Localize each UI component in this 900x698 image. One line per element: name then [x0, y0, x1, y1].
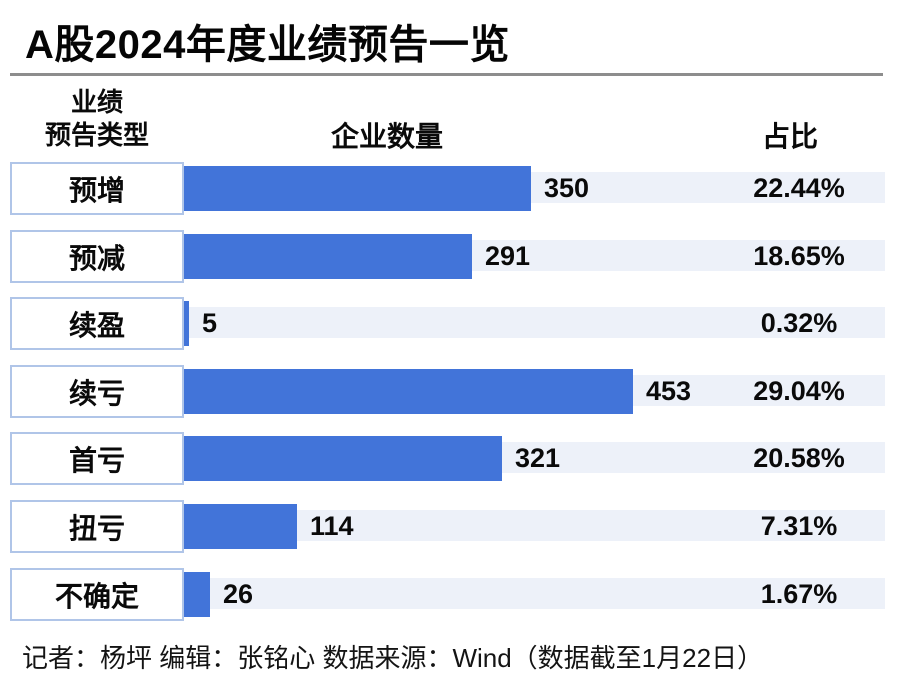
category-box: 预减	[10, 230, 184, 283]
bar-track	[184, 578, 885, 609]
table-row: 续亏 453 29.04%	[0, 365, 900, 419]
category-label: 首亏	[68, 444, 125, 476]
category-box: 续盈	[10, 297, 184, 350]
category-label: 续亏	[68, 377, 125, 409]
table-row: 不确定 26 1.67%	[0, 568, 900, 622]
category-box: 首亏	[10, 432, 184, 485]
bar	[184, 166, 531, 211]
bar	[184, 504, 297, 549]
share-value: 22.44%	[753, 173, 845, 203]
bar-track	[184, 307, 885, 338]
bar	[184, 301, 189, 346]
bar	[184, 234, 472, 279]
column-header-category: 业绩 预告类型	[44, 87, 149, 150]
title-divider	[10, 73, 883, 76]
count-value: 350	[544, 173, 590, 203]
share-value: 18.65%	[753, 241, 845, 271]
category-label: 续盈	[68, 309, 125, 341]
footer-credits: 记者：杨坪 编辑：张铭心 数据来源：Wind（数据截至1月22日）	[22, 643, 764, 673]
category-label: 扭亏	[68, 512, 125, 544]
count-value: 453	[646, 376, 692, 406]
table-row: 预减 291 18.65%	[0, 230, 900, 284]
share-value: 7.31%	[760, 511, 838, 541]
share-value: 1.67%	[760, 579, 838, 609]
category-box: 预增	[10, 162, 184, 215]
table-row: 扭亏 114 7.31%	[0, 500, 900, 554]
count-value: 26	[223, 579, 254, 609]
category-box: 扭亏	[10, 500, 184, 553]
bar	[184, 572, 210, 617]
count-value: 114	[310, 511, 354, 541]
category-label: 不确定	[54, 580, 139, 612]
count-value: 291	[485, 241, 531, 271]
column-header-share: 占比	[761, 121, 819, 152]
count-value: 321	[515, 443, 561, 473]
bar	[184, 436, 502, 481]
page-title: A股2024年度业绩预告一览	[25, 23, 510, 67]
bar	[184, 369, 633, 414]
share-value: 29.04%	[753, 376, 845, 406]
table-row: 续盈 5 0.32%	[0, 297, 900, 351]
share-value: 20.58%	[753, 443, 845, 473]
category-label: 预增	[68, 174, 125, 206]
table-row: 首亏 321 20.58%	[0, 432, 900, 486]
category-box: 续亏	[10, 365, 184, 418]
count-value: 5	[202, 308, 218, 338]
column-header-count: 企业数量	[330, 121, 444, 152]
table-row: 预增 350 22.44%	[0, 162, 900, 216]
category-label: 预减	[68, 242, 125, 274]
bar-track	[184, 510, 885, 541]
category-box: 不确定	[10, 568, 184, 621]
share-value: 0.32%	[760, 308, 838, 338]
